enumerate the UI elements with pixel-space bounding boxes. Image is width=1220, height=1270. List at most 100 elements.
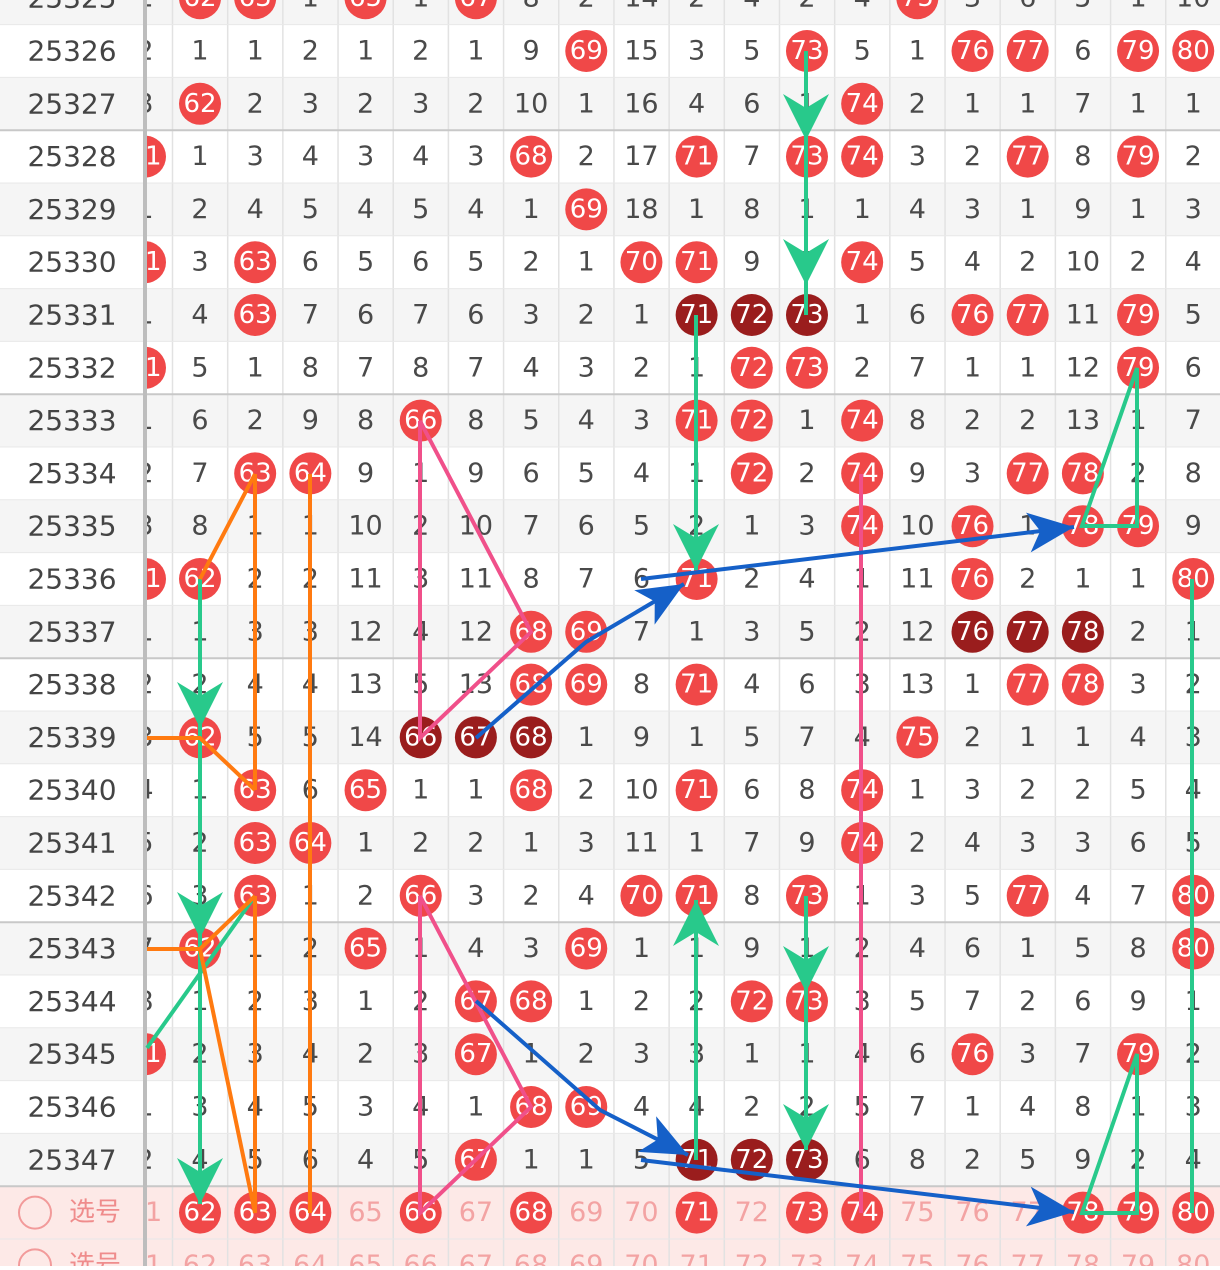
select-number[interactable]: 69 (569, 1250, 603, 1270)
cell: 2 (688, 0, 705, 14)
select-number[interactable]: 74 (845, 1250, 879, 1270)
select-number[interactable]: 67 (459, 1250, 493, 1270)
select-number[interactable]: 73 (790, 1250, 824, 1270)
ball (565, 30, 608, 72)
ball-number: 76 (956, 36, 989, 66)
miss-count: 1 (688, 722, 705, 753)
period: 25344 (27, 985, 116, 1018)
ball-number: 69 (570, 934, 603, 964)
select-number[interactable]: 63 (238, 1250, 272, 1270)
cell: 1 (1129, 0, 1146, 14)
select-number[interactable]: 67 (459, 1197, 493, 1228)
cell: 4 (964, 247, 981, 278)
select-number[interactable]: 70 (624, 1250, 658, 1270)
period: 25333 (27, 404, 116, 437)
miss-count: 14 (624, 0, 658, 14)
select-radio[interactable] (18, 1248, 52, 1270)
select-number[interactable]: 64 (293, 1250, 327, 1270)
miss-count: 5 (412, 194, 429, 225)
cell: 4 (302, 141, 319, 172)
cell: 3 (688, 36, 705, 67)
cell: 2 (633, 986, 650, 1017)
cell: 74 (841, 135, 884, 178)
cell: 6 (1019, 0, 1036, 14)
cell: 4 (909, 933, 926, 964)
cell: 1 (1129, 564, 1146, 595)
ball (841, 452, 884, 495)
select-number[interactable]: 62 (183, 1250, 217, 1270)
cell: 5 (1019, 1144, 1036, 1175)
select-number[interactable]: 77 (1011, 1250, 1045, 1270)
ball-number[interactable]: 73 (790, 1198, 823, 1228)
miss-count: 6 (191, 405, 208, 436)
select-number[interactable]: 65 (348, 1197, 382, 1228)
cell: 75 (900, 1250, 934, 1270)
miss-count: 1 (578, 88, 595, 119)
select-number[interactable]: 68 (514, 1250, 548, 1270)
miss-count: 1 (412, 0, 429, 14)
ball-number: 75 (901, 722, 934, 752)
select-number[interactable]: 71 (679, 1250, 713, 1270)
cell: 7 (522, 511, 539, 542)
miss-count: 8 (357, 405, 374, 436)
select-number[interactable]: 75 (900, 1250, 934, 1270)
select-number[interactable]: 61 (128, 1197, 162, 1228)
cell: 11 (900, 564, 934, 595)
ball-number: 72 (735, 1145, 768, 1175)
select-number[interactable]: 61 (128, 1250, 162, 1266)
select-number[interactable]: 77 (1011, 1197, 1045, 1228)
cell: 6 (357, 300, 374, 331)
miss-count: 2 (743, 564, 760, 595)
select-label: 选号 (69, 1198, 121, 1228)
select-number[interactable]: 80 (1176, 1250, 1210, 1270)
cell: 69 (565, 188, 608, 231)
cell: 1 (1019, 194, 1036, 225)
select-number[interactable]: 72 (735, 1197, 769, 1228)
select-radio[interactable] (18, 1195, 52, 1230)
cell: 2 (798, 458, 815, 489)
miss-count: 9 (302, 405, 319, 436)
select-number[interactable]: 66 (404, 1250, 438, 1270)
miss-count: 3 (964, 0, 981, 14)
miss-count: 7 (578, 564, 595, 595)
select-number[interactable]: 70 (624, 1197, 658, 1228)
select-number[interactable]: 65 (348, 1250, 382, 1270)
ball (896, 0, 939, 20)
cell: 1 (147, 1092, 154, 1123)
cell: 4 (1185, 247, 1202, 278)
miss-count: 7 (302, 300, 319, 331)
cell: 5 (357, 247, 374, 278)
cell: 7 (964, 986, 981, 1017)
cell: 75 (900, 1197, 934, 1228)
cell: 79 (1121, 1250, 1155, 1270)
ball-number[interactable]: 68 (515, 1198, 548, 1228)
select-number[interactable]: 72 (735, 1250, 769, 1270)
ball-number[interactable]: 71 (680, 1198, 713, 1228)
miss-count: 9 (357, 458, 374, 489)
orange-lines (147, 473, 312, 1214)
miss-count: 1 (357, 986, 374, 1017)
miss-count: 2 (136, 1144, 153, 1175)
trend-lines (145, 51, 1194, 1227)
ball (730, 399, 773, 442)
miss-count: 6 (412, 247, 429, 278)
select-number[interactable]: 76 (955, 1250, 989, 1270)
select-number[interactable]: 78 (1066, 1250, 1100, 1270)
cell: 8 (191, 511, 208, 542)
miss-count: 6 (467, 300, 484, 331)
cell: 71 (675, 135, 718, 178)
miss-count: 4 (964, 828, 981, 859)
cell: 75 (896, 0, 939, 20)
miss-count: 11 (900, 564, 934, 595)
miss-count: 1 (743, 1039, 760, 1070)
cell: 76 (951, 30, 994, 72)
select-number[interactable]: 79 (1121, 1250, 1155, 1270)
select-number[interactable]: 69 (569, 1197, 603, 1228)
miss-count: 1 (412, 775, 429, 806)
cell: 77 (1011, 1197, 1045, 1228)
cell: 16 (624, 88, 658, 119)
select-number[interactable]: 75 (900, 1197, 934, 1228)
cell: 2 (909, 88, 926, 119)
miss-count: 8 (1185, 458, 1202, 489)
miss-count: 7 (743, 141, 760, 172)
